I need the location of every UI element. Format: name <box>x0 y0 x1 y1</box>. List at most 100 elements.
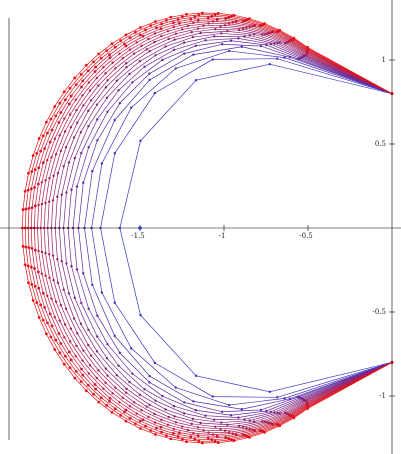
curve-point <box>51 254 55 257</box>
curve-point <box>43 306 46 309</box>
curve-point <box>135 41 138 44</box>
curve-point <box>73 296 77 300</box>
curve-point <box>211 433 215 436</box>
curve-point <box>206 16 210 20</box>
curve-point <box>143 65 146 69</box>
curve-point <box>115 79 119 82</box>
curve-point <box>243 35 246 38</box>
curve-point <box>72 317 76 320</box>
curve-point <box>117 364 120 367</box>
curve-point <box>87 146 90 149</box>
curve-point <box>269 410 273 413</box>
curve-point <box>33 168 37 172</box>
curve-point <box>206 436 210 440</box>
curve-point <box>125 62 128 65</box>
curve-point <box>153 32 157 35</box>
curve-point <box>181 28 184 31</box>
curve-point <box>54 153 58 156</box>
curve-point <box>134 30 137 34</box>
curve-point <box>271 422 275 426</box>
curve-point <box>253 23 257 27</box>
curve-point <box>63 336 66 339</box>
curve-point <box>231 21 235 24</box>
curve-point <box>141 418 145 422</box>
curve-point <box>194 44 198 47</box>
curve-point <box>40 181 44 184</box>
curve-point <box>252 420 256 423</box>
curve-point <box>87 81 91 84</box>
curve-point <box>48 312 52 316</box>
curve-point <box>161 58 164 62</box>
curve-point <box>160 430 164 434</box>
curve-point <box>74 98 77 102</box>
curve-point <box>49 335 53 339</box>
curve-point <box>211 58 214 61</box>
curve-point <box>87 328 90 331</box>
curve-point <box>37 137 41 140</box>
curve-point <box>87 372 91 375</box>
curve-point <box>68 340 72 343</box>
curve-point <box>104 367 108 370</box>
curve-point <box>51 199 55 202</box>
curve-point <box>230 438 233 442</box>
curve-point <box>219 427 222 431</box>
curve-point <box>115 374 119 377</box>
curve-point <box>75 268 79 271</box>
curve-point <box>149 429 153 432</box>
curve-point <box>113 334 116 338</box>
curve-point <box>124 44 128 48</box>
curve-point <box>50 324 54 328</box>
curve-point <box>296 395 300 399</box>
curve-point <box>259 44 263 48</box>
curve-point <box>159 27 163 31</box>
curve-point <box>196 434 200 438</box>
curve-point <box>202 428 205 432</box>
curve-point <box>88 364 92 367</box>
curve-point <box>303 399 306 402</box>
curve-point <box>202 24 205 28</box>
curve-point <box>132 52 136 55</box>
curve-point <box>234 433 238 437</box>
curve-point <box>99 396 103 400</box>
curve-point <box>186 428 190 432</box>
curve-point <box>181 15 184 19</box>
curve-point <box>54 114 58 118</box>
curve-point <box>50 297 53 300</box>
curve-point <box>62 362 66 366</box>
curve-point <box>130 347 133 350</box>
curve-point <box>248 34 251 37</box>
curve-point <box>99 56 103 60</box>
curve-point <box>104 72 107 75</box>
curve-point <box>87 109 90 113</box>
curve-point <box>96 139 99 142</box>
curve-point <box>196 426 200 429</box>
curve-point <box>159 425 163 429</box>
curve-point <box>138 59 142 63</box>
curve-point <box>37 316 41 319</box>
curve-point <box>63 98 67 102</box>
curve-point <box>49 117 53 121</box>
curve-point <box>216 11 220 15</box>
curve-point <box>232 13 236 17</box>
curve-point <box>63 117 66 120</box>
curve-point <box>68 350 71 354</box>
curve-point <box>190 30 193 34</box>
curve-point <box>73 156 77 160</box>
curve-point <box>75 332 79 335</box>
curve-point <box>172 21 175 25</box>
curve-point <box>169 437 173 441</box>
curve-point <box>46 294 49 298</box>
curve-point <box>44 274 47 277</box>
curve-point <box>68 102 71 106</box>
curve-point <box>228 49 231 53</box>
curve-point <box>62 165 65 168</box>
curve-point <box>268 421 271 425</box>
curve-point <box>220 43 224 46</box>
curve-point <box>89 99 93 102</box>
curve-point <box>68 113 72 116</box>
curve-point <box>52 174 55 178</box>
y-tick-label: -0.5 <box>373 308 387 316</box>
curve-point <box>128 72 131 76</box>
